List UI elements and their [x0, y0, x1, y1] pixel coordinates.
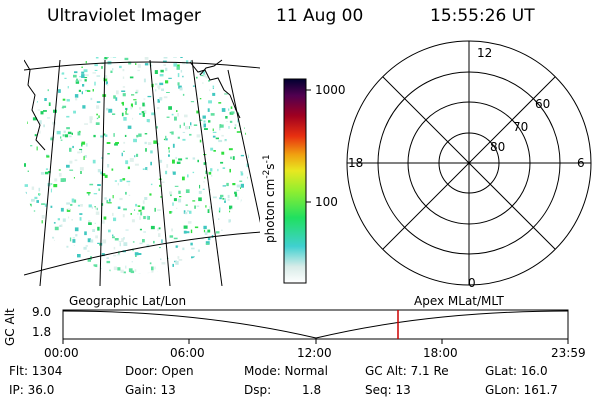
mlt-label-18: 18: [348, 156, 364, 170]
timeline-left-title: Geographic Lat/Lon: [69, 294, 187, 308]
mlt-label-12: 12: [477, 46, 493, 60]
door-status: Door: Open: [125, 364, 194, 378]
geographic-image-panel: [24, 57, 260, 286]
gain-value: Gain: 13: [125, 383, 176, 397]
timeline-y-min: 1.8: [32, 325, 52, 339]
colorbar-tick-1000: 1000: [315, 83, 346, 97]
dsp-value: 1.8: [302, 383, 322, 397]
mode-value: Mode: Normal: [244, 364, 328, 378]
lat-label-60: 60: [535, 97, 551, 111]
image-date: 11 Aug 00: [276, 6, 364, 26]
gc-altitude: GC Alt: 7.1 Re: [365, 364, 449, 378]
mlt-label-0: 0: [468, 276, 476, 290]
time-tick-0600: 06:00: [170, 346, 205, 360]
latitude-grid: [24, 61, 260, 276]
timeline-right-title: Apex MLat/MLT: [414, 294, 504, 308]
coastline: [24, 59, 241, 151]
lat-label-70: 70: [513, 120, 529, 134]
mlt-label-6: 6: [577, 156, 585, 170]
aurora-speckles: [24, 57, 249, 274]
timeline-axis-label: GC Alt: [3, 308, 17, 346]
ip-value: IP: 36.0: [9, 383, 55, 397]
colorbar-unit-label: photon cm-2s-1: [262, 154, 277, 243]
image-time: 15:55:26 UT: [430, 6, 535, 26]
time-tick-1800: 18:00: [423, 346, 458, 360]
sequence-number: Seq: 13: [365, 383, 411, 397]
instrument-title: Ultraviolet Imager: [47, 6, 201, 26]
time-tick-0000: 00:00: [44, 346, 79, 360]
color-scale-bar: [283, 78, 311, 284]
polar-mlt-plot: [346, 40, 592, 286]
time-tick-2359: 23:59: [551, 346, 586, 360]
geo-longitude: GLon: 161.7: [485, 383, 558, 397]
lat-label-80: 80: [490, 140, 506, 154]
geo-latitude: GLat: 16.0: [485, 364, 548, 378]
timeline-y-max: 9.0: [32, 305, 52, 319]
flight-number: Flt: 1304: [9, 364, 63, 378]
orbit-timeline: [62, 309, 569, 344]
colorbar-tick-100: 100: [315, 195, 338, 209]
dsp-label: Dsp:: [244, 383, 272, 397]
longitude-grid: [39, 59, 260, 286]
time-tick-1200: 12:00: [297, 346, 332, 360]
